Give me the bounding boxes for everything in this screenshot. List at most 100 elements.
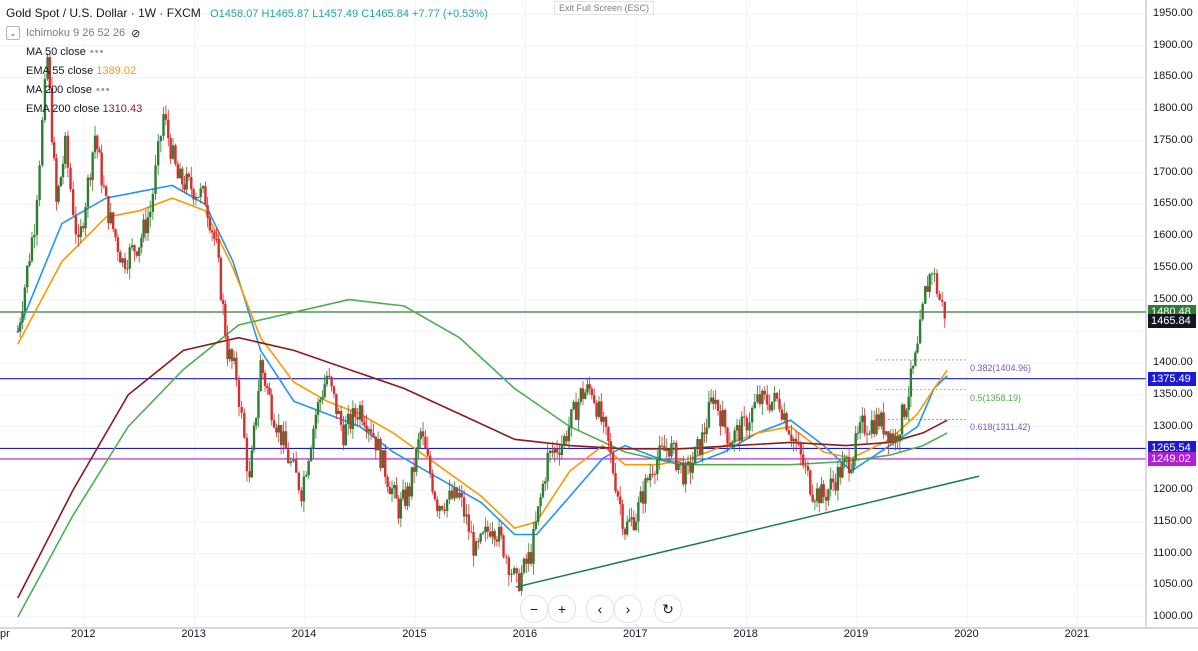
candle-body (248, 471, 251, 478)
candle-body (16, 331, 19, 333)
candle-body (714, 399, 717, 404)
indicator-ema55[interactable]: EMA 55 close 1389.02 (26, 65, 136, 77)
candle-body (213, 232, 216, 239)
candle-body (607, 426, 610, 442)
ema55-line (17, 197, 948, 529)
exit-fullscreen-button[interactable]: Exit Full Screen (ESC) (554, 1, 655, 15)
candle-body (870, 420, 873, 434)
support-trendline[interactable] (515, 475, 980, 588)
candle-body (625, 521, 629, 535)
candle-body (719, 410, 722, 427)
candle-body (768, 404, 771, 411)
candle-body (682, 463, 685, 485)
candle-body (140, 237, 143, 248)
candle-body (619, 496, 622, 505)
indicator-ema200[interactable]: EMA 200 close 1310.43 (26, 103, 142, 115)
indicator-value: 1310.43 (102, 103, 143, 115)
high-label: H (261, 8, 270, 20)
close-value: 1465.84 (369, 8, 409, 20)
x-tick-label: 2013 (181, 628, 206, 640)
candle-body (753, 402, 756, 409)
candle-body (135, 251, 139, 256)
open-value: 1458.07 (218, 8, 259, 20)
x-tick-label: 2021 (1064, 628, 1090, 640)
candle-body (689, 461, 692, 473)
candle-body (495, 539, 499, 542)
candle-body (868, 433, 871, 435)
y-tick-label: 1000.00 (1153, 610, 1193, 622)
candle-body (96, 135, 99, 150)
candle-body (884, 431, 888, 435)
candle-body (815, 488, 819, 502)
candle-body (412, 467, 416, 472)
candle-body (604, 416, 608, 427)
fib-level-label: 0.5(1358.19) (970, 392, 1022, 403)
candle-body (726, 427, 729, 443)
scroll-right-button[interactable]: › (614, 595, 642, 623)
indicator-ma200[interactable]: MA 200 close ••• (26, 84, 111, 96)
more-icon[interactable]: ••• (96, 84, 111, 96)
ma200-line (17, 298, 948, 618)
candle-body (570, 409, 573, 428)
fib-level-label: 0.618(1311.42) (970, 422, 1031, 433)
scroll-left-button[interactable]: ‹ (586, 595, 614, 623)
candle-body (38, 165, 41, 201)
candle-body (507, 557, 511, 576)
candle-body (277, 424, 280, 433)
candle-body (804, 465, 807, 467)
candle-body (226, 335, 229, 360)
candle-body (778, 398, 781, 410)
candle-body (453, 487, 456, 499)
zoom-out-button[interactable]: − (520, 595, 548, 623)
indicator-ma50[interactable]: MA 50 close ••• (26, 46, 104, 58)
candle-body (312, 428, 315, 450)
candle-body (235, 357, 238, 380)
candle-body (472, 531, 475, 556)
candle-body (537, 506, 540, 522)
candle-body (144, 219, 148, 234)
collapse-indicators-icon[interactable]: ⌄ (6, 26, 20, 40)
candle-body (35, 200, 39, 235)
candle-body (887, 431, 890, 443)
candle-body (527, 552, 530, 564)
candle-body (18, 322, 22, 332)
candle-body (820, 484, 823, 504)
reset-icon: ↻ (662, 600, 674, 617)
candle-body (611, 452, 615, 474)
candle-body (181, 168, 184, 185)
candle-body (891, 433, 895, 443)
candle-body (740, 416, 743, 441)
x-tick-label: 2017 (623, 628, 648, 640)
candle-body (151, 193, 155, 212)
candle-body (548, 450, 552, 454)
candle-body (297, 472, 301, 491)
candle-body (319, 399, 322, 402)
zoom-in-button[interactable]: + (548, 595, 576, 623)
candle-body (169, 138, 172, 159)
candle-body (41, 120, 44, 166)
candle-body (644, 478, 647, 504)
candle-body (565, 436, 568, 442)
chart-title[interactable]: Gold Spot / U.S. Dollar (6, 6, 128, 20)
more-icon[interactable]: ••• (89, 46, 105, 58)
candle-body (785, 413, 788, 431)
candle-body (614, 473, 617, 492)
candle-body (677, 463, 680, 471)
candle-body (691, 462, 694, 473)
ichimoku-indicator[interactable]: ⌄ Ichimoku 9 26 52 26 ⊘ (6, 26, 140, 40)
candle-body (637, 502, 640, 522)
candle-body (479, 533, 482, 542)
candle-body (773, 392, 776, 402)
x-tick-label: 2012 (71, 628, 96, 640)
plus-icon: + (557, 601, 567, 617)
reset-chart-button[interactable]: ↻ (654, 595, 682, 623)
chart-interval[interactable]: 1W (138, 6, 157, 20)
candle-body (928, 274, 931, 292)
candle-body (525, 558, 528, 564)
candle-body (33, 234, 36, 238)
x-tick-label: 2015 (402, 628, 427, 640)
hide-eye-icon[interactable]: ⊘ (131, 27, 141, 40)
indicator-name: MA 50 close (26, 46, 86, 58)
candle-body (731, 442, 734, 446)
